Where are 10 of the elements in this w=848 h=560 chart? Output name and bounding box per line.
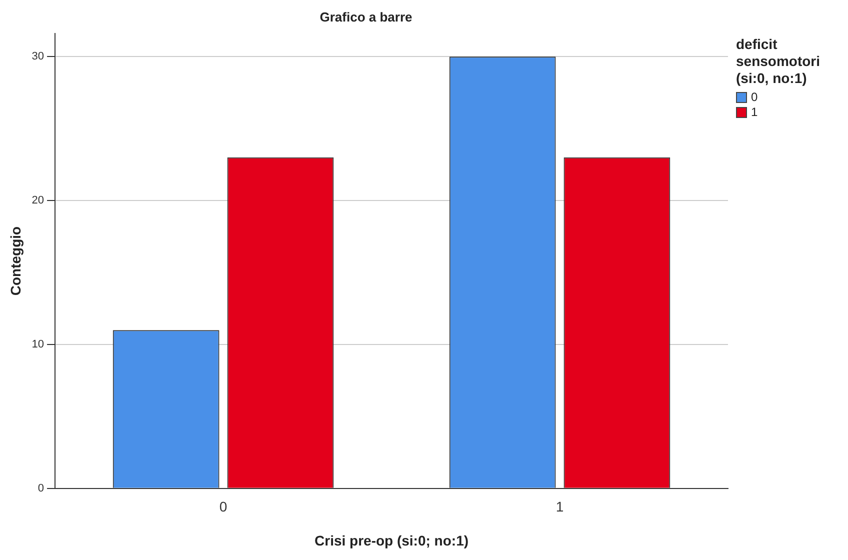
legend-title: deficit sensomotori (si:0, no:1) <box>736 36 822 87</box>
legend-label: 0 <box>751 90 758 104</box>
legend-label: 1 <box>751 105 758 120</box>
y-tick-label: 30 <box>32 50 44 63</box>
y-tick-label: 0 <box>38 482 44 494</box>
y-tick-label: 20 <box>32 194 44 207</box>
x-axis-title: Crisi pre-op (si:0; no:1) <box>314 532 469 548</box>
chart-title: Grafico a barre <box>320 9 412 24</box>
y-tick-label: 10 <box>32 338 44 351</box>
y-axis-title: Conteggio <box>7 226 24 296</box>
